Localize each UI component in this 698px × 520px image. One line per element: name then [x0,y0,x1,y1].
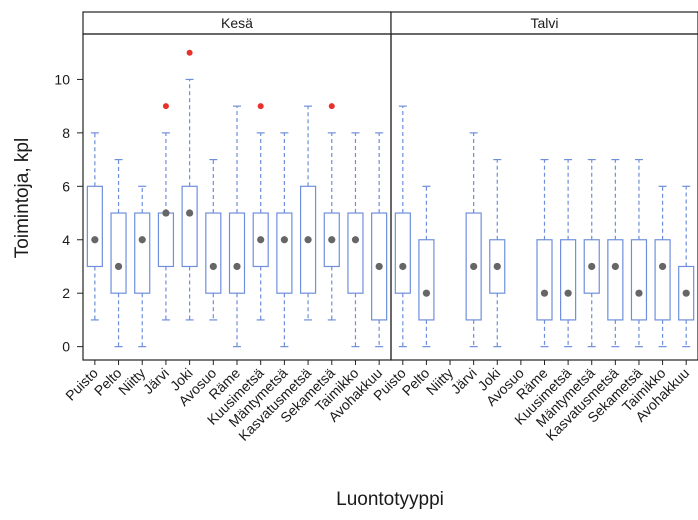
box-iqr [276,212,293,294]
y-tick-label: 2 [62,285,70,301]
box-iqr [560,239,577,321]
box-iqr [181,185,198,268]
plot-area: 0246810KesäPuistoPeltoNiittyJärviJokiAvo… [54,11,698,444]
median-point [162,209,170,217]
median-point [611,262,619,271]
outlier-point [162,103,169,110]
box-iqr [110,212,127,294]
box-iqr [228,212,246,294]
panel-title: Talvi [530,15,558,31]
box-iqr [536,239,553,321]
median-point [114,262,123,271]
median-point [91,236,99,244]
median-point [470,262,478,271]
box-iqr [418,239,435,321]
median-point [328,236,336,244]
y-tick-label: 6 [62,178,70,194]
box-iqr [86,185,103,268]
median-point [588,262,596,271]
x-axis-title: Luontotyyppi [336,489,444,510]
median-point [635,289,643,297]
median-point [399,262,407,271]
median-point [540,289,549,297]
median-point [138,236,146,244]
box-iqr [205,212,222,294]
box-iqr [134,212,151,294]
median-point [186,209,194,217]
box-iqr [654,239,671,321]
outlier-point [257,103,264,110]
box-iqr [394,212,411,294]
y-tick-label: 10 [54,71,70,87]
box-iqr [157,212,175,268]
median-point [257,236,265,244]
median-point [682,289,690,297]
median-point [209,262,217,271]
outlier-point [328,103,335,110]
median-point [233,262,241,271]
median-point [658,262,667,271]
median-point [351,236,360,244]
y-tick-label: 8 [62,125,70,141]
median-point [493,262,501,271]
y-axis-title: Toimintoja, kpl [12,138,33,258]
median-point [304,236,312,244]
box-iqr [607,239,624,321]
outlier-point [186,49,193,56]
box-iqr [347,212,364,294]
median-point [564,289,572,297]
panel-title: Kesä [221,15,253,31]
y-tick-label: 4 [62,232,70,248]
y-tick-label: 0 [62,339,70,355]
median-point [280,236,288,244]
median-point [375,262,383,271]
box-iqr [630,239,648,321]
median-point [422,289,431,297]
